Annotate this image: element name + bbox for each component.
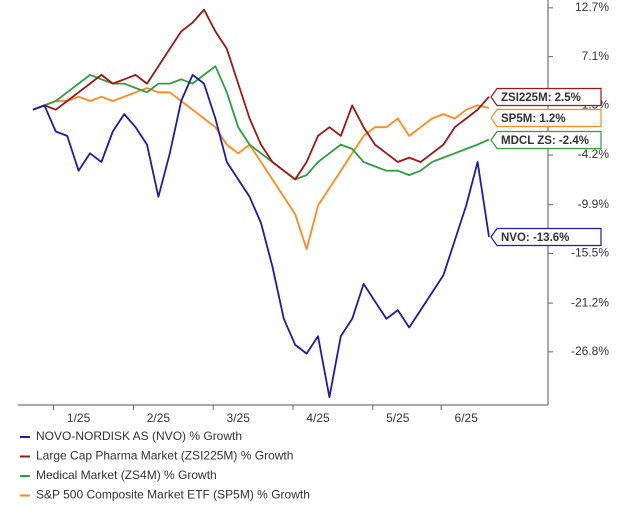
end-label: SP5M: 1.2% — [501, 113, 566, 125]
y-tick-label: 7.1% — [582, 49, 610, 63]
end-label-box — [490, 108, 602, 128]
series-line — [32, 87, 490, 250]
end-label-box — [490, 227, 602, 247]
end-label-box — [490, 87, 602, 107]
legend-label: Large Cap Pharma Market (ZSI225M) % Grow… — [36, 449, 293, 463]
series-line — [32, 8, 490, 181]
y-tick-label: 12.7% — [575, 0, 609, 14]
end-label-box — [490, 130, 602, 150]
end-label: ZSI225M: 2.5% — [501, 92, 581, 104]
x-tick-label: 3/25 — [227, 411, 251, 425]
y-tick-label: -26.8% — [571, 344, 609, 358]
x-tick-label: 4/25 — [306, 411, 330, 425]
series-line — [32, 74, 490, 399]
x-tick-label: 2/25 — [147, 411, 171, 425]
legend-label: S&P 500 Composite Market ETF (SP5M) % Gr… — [36, 488, 310, 502]
legend-label: Medical Market (ZS4M) % Growth — [36, 468, 217, 482]
y-tick-label: -9.9% — [578, 197, 610, 211]
end-label: NVO: -13.6% — [501, 232, 569, 244]
end-label: MDCL ZS: -2.4% — [501, 135, 589, 147]
y-tick-label: -15.5% — [571, 246, 609, 260]
y-tick-label: -4.2% — [578, 147, 610, 161]
x-tick-label: 5/25 — [386, 411, 410, 425]
y-tick-label: -21.2% — [571, 295, 609, 309]
x-tick-label: 1/25 — [67, 411, 91, 425]
x-tick-label: 6/25 — [455, 411, 479, 425]
series-line — [32, 65, 490, 181]
legend-label: NOVO-NORDISK AS (NVO) % Growth — [36, 429, 242, 443]
